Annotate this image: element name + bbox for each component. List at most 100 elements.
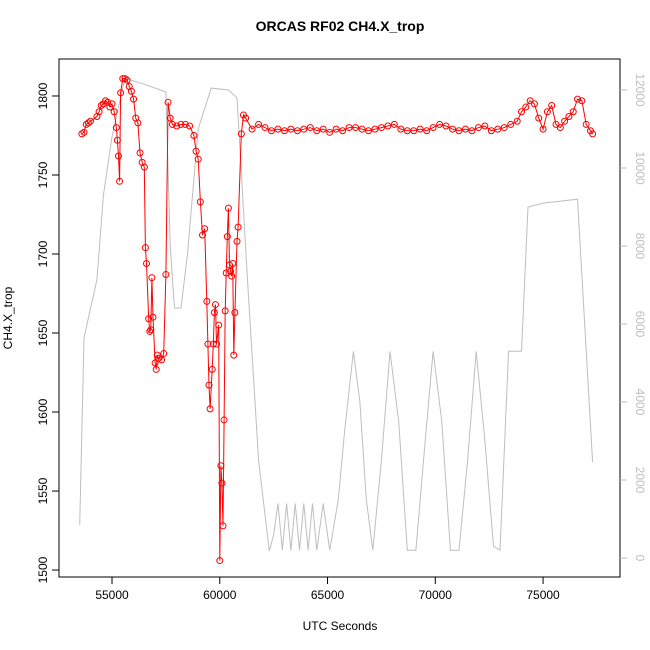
y-axis-label: CH4.X_trop xyxy=(1,286,15,349)
data-point xyxy=(209,340,217,348)
data-point xyxy=(216,557,224,565)
data-point xyxy=(208,365,216,373)
data-point xyxy=(194,155,202,163)
data-point xyxy=(507,120,515,128)
data-point xyxy=(293,127,301,135)
data-point xyxy=(535,114,543,122)
data-point xyxy=(136,149,144,157)
data-point xyxy=(134,119,142,127)
data-point xyxy=(162,271,170,279)
data-point xyxy=(95,108,103,116)
data-point xyxy=(530,100,538,108)
data-point xyxy=(569,108,577,116)
y-tick-label: 1750 xyxy=(36,161,50,188)
y-tick-label: 1500 xyxy=(36,556,50,583)
y2-tick-label: 10000 xyxy=(633,151,647,185)
x-tick-label: 65000 xyxy=(311,588,345,602)
data-point xyxy=(574,95,582,103)
data-point xyxy=(80,128,88,136)
data-point xyxy=(326,128,334,136)
data-point xyxy=(203,297,211,305)
data-point xyxy=(218,479,226,487)
data-point xyxy=(119,75,127,83)
data-point xyxy=(145,315,153,323)
data-point xyxy=(192,147,200,155)
data-point xyxy=(123,76,131,84)
data-point xyxy=(237,130,245,138)
data-point xyxy=(223,233,231,241)
data-point xyxy=(384,122,392,130)
data-point xyxy=(481,122,489,130)
data-point xyxy=(248,125,256,133)
data-point xyxy=(582,120,590,128)
data-point xyxy=(306,124,314,132)
data-point xyxy=(300,125,308,133)
data-point xyxy=(371,125,379,133)
data-point xyxy=(539,125,547,133)
data-point xyxy=(177,120,185,128)
data-point xyxy=(166,114,174,122)
data-point xyxy=(213,340,221,348)
data-point xyxy=(352,124,360,132)
data-point xyxy=(377,124,385,132)
chart-title: ORCAS RF02 CH4.X_trop xyxy=(256,18,425,34)
data-point xyxy=(143,259,151,267)
data-point xyxy=(274,125,282,133)
data-point xyxy=(332,125,340,133)
data-point xyxy=(199,231,207,239)
data-point xyxy=(543,108,551,116)
data-point xyxy=(153,351,161,359)
data-point xyxy=(231,308,239,316)
data-point xyxy=(217,462,225,470)
data-point xyxy=(141,244,149,252)
data-point xyxy=(500,124,508,132)
data-point xyxy=(339,127,347,135)
data-point xyxy=(410,127,418,135)
data-point xyxy=(205,381,213,389)
data-point xyxy=(147,326,155,334)
data-point xyxy=(229,259,237,267)
data-point xyxy=(455,127,463,135)
data-point xyxy=(219,522,227,530)
x-tick-label: 60000 xyxy=(203,588,237,602)
data-point xyxy=(140,163,148,171)
y2-tick-label: 0 xyxy=(633,555,647,562)
data-point xyxy=(224,204,232,212)
data-point xyxy=(130,95,138,103)
y-tick-label: 1600 xyxy=(36,398,50,425)
data-point xyxy=(358,125,366,133)
data-point xyxy=(149,313,157,321)
data-point xyxy=(242,114,250,122)
data-point xyxy=(117,89,125,97)
data-point xyxy=(255,120,263,128)
data-point xyxy=(513,117,521,125)
y2-tick-label: 8000 xyxy=(633,233,647,260)
data-point xyxy=(113,136,121,144)
data-point xyxy=(390,120,398,128)
data-point xyxy=(222,269,230,277)
data-point xyxy=(233,237,241,245)
data-point xyxy=(280,127,288,135)
y2-tick-label: 2000 xyxy=(633,467,647,494)
data-point xyxy=(110,108,118,116)
data-point xyxy=(112,124,120,132)
data-point xyxy=(319,125,327,133)
data-point xyxy=(97,101,105,109)
x-tick-label: 55000 xyxy=(95,588,129,602)
data-point xyxy=(429,124,437,132)
x-tick-label: 70000 xyxy=(419,588,453,602)
data-point xyxy=(102,97,110,105)
data-point xyxy=(287,125,295,133)
data-point xyxy=(449,125,457,133)
data-point xyxy=(152,365,160,373)
x-axis-label: UTC Seconds xyxy=(303,619,378,633)
data-point xyxy=(556,124,564,132)
data-point xyxy=(148,274,156,282)
data-point xyxy=(494,125,502,133)
data-point xyxy=(121,75,129,83)
data-point xyxy=(468,127,476,135)
data-point xyxy=(173,122,181,130)
data-point xyxy=(78,130,86,138)
data-point xyxy=(164,98,172,106)
